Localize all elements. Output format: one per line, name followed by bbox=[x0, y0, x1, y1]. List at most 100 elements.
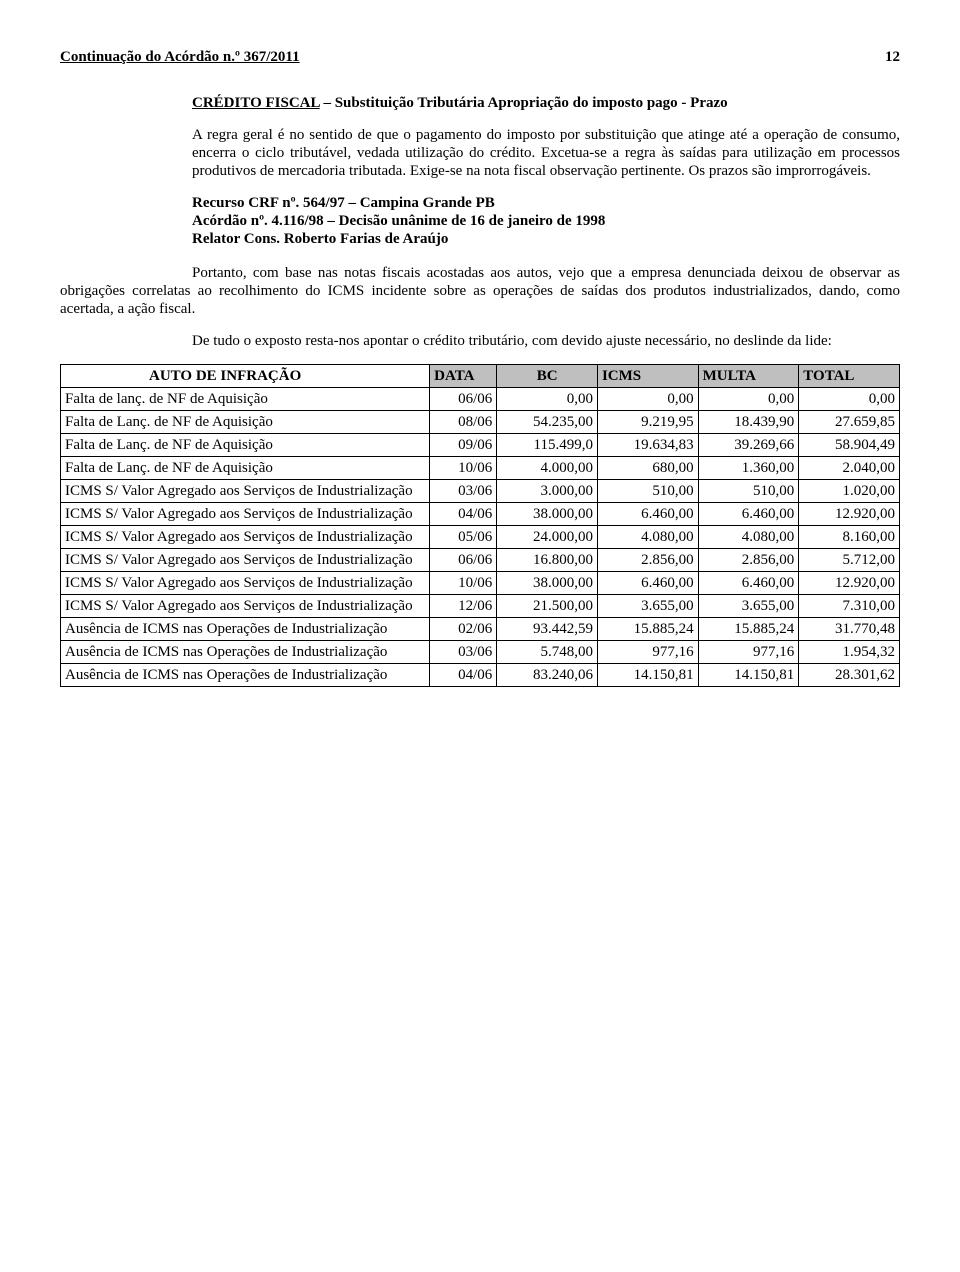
cell-bc: 54.235,00 bbox=[497, 411, 598, 434]
cell-multa: 977,16 bbox=[698, 641, 799, 664]
table-row: Ausência de ICMS nas Operações de Indust… bbox=[61, 618, 900, 641]
cell-icms: 0,00 bbox=[597, 388, 698, 411]
table-row: Falta de Lanç. de NF de Aquisição08/0654… bbox=[61, 411, 900, 434]
cell-total: 1.020,00 bbox=[799, 480, 900, 503]
cell-desc: ICMS S/ Valor Agregado aos Serviços de I… bbox=[61, 549, 430, 572]
cell-multa: 510,00 bbox=[698, 480, 799, 503]
cell-icms: 680,00 bbox=[597, 457, 698, 480]
table-row: Falta de lanç. de NF de Aquisição06/060,… bbox=[61, 388, 900, 411]
cell-multa: 6.460,00 bbox=[698, 503, 799, 526]
cell-bc: 115.499,0 bbox=[497, 434, 598, 457]
cell-multa: 15.885,24 bbox=[698, 618, 799, 641]
recurso-line-1: Recurso CRF nº. 564/97 – Campina Grande … bbox=[192, 194, 900, 212]
col-header-icms: ICMS bbox=[597, 365, 698, 388]
cell-bc: 4.000,00 bbox=[497, 457, 598, 480]
cell-icms: 510,00 bbox=[597, 480, 698, 503]
table-row: ICMS S/ Valor Agregado aos Serviços de I… bbox=[61, 595, 900, 618]
cell-desc: ICMS S/ Valor Agregado aos Serviços de I… bbox=[61, 526, 430, 549]
table-row: ICMS S/ Valor Agregado aos Serviços de I… bbox=[61, 526, 900, 549]
cell-bc: 3.000,00 bbox=[497, 480, 598, 503]
cell-total: 2.040,00 bbox=[799, 457, 900, 480]
cell-bc: 16.800,00 bbox=[497, 549, 598, 572]
cell-multa: 2.856,00 bbox=[698, 549, 799, 572]
cell-desc: Ausência de ICMS nas Operações de Indust… bbox=[61, 641, 430, 664]
cell-data: 02/06 bbox=[430, 618, 497, 641]
cell-desc: Falta de Lanç. de NF de Aquisição bbox=[61, 457, 430, 480]
table-row: Falta de Lanç. de NF de Aquisição09/0611… bbox=[61, 434, 900, 457]
cell-total: 31.770,48 bbox=[799, 618, 900, 641]
cell-bc: 5.748,00 bbox=[497, 641, 598, 664]
table-row: ICMS S/ Valor Agregado aos Serviços de I… bbox=[61, 503, 900, 526]
recurso-line-3: Relator Cons. Roberto Farias de Araújo bbox=[192, 230, 900, 248]
cell-multa: 4.080,00 bbox=[698, 526, 799, 549]
cell-icms: 4.080,00 bbox=[597, 526, 698, 549]
cell-icms: 14.150,81 bbox=[597, 664, 698, 687]
cell-bc: 93.442,59 bbox=[497, 618, 598, 641]
cell-desc: ICMS S/ Valor Agregado aos Serviços de I… bbox=[61, 595, 430, 618]
infraction-table: AUTO DE INFRAÇÃO DATA BC ICMS MULTA TOTA… bbox=[60, 364, 900, 687]
ementa-paragraph: A regra geral é no sentido de que o paga… bbox=[192, 126, 900, 180]
cell-multa: 14.150,81 bbox=[698, 664, 799, 687]
table-row: ICMS S/ Valor Agregado aos Serviços de I… bbox=[61, 549, 900, 572]
cell-desc: ICMS S/ Valor Agregado aos Serviços de I… bbox=[61, 480, 430, 503]
cell-total: 28.301,62 bbox=[799, 664, 900, 687]
cell-icms: 6.460,00 bbox=[597, 503, 698, 526]
cell-desc: Ausência de ICMS nas Operações de Indust… bbox=[61, 664, 430, 687]
cell-bc: 0,00 bbox=[497, 388, 598, 411]
cell-icms: 977,16 bbox=[597, 641, 698, 664]
page-number: 12 bbox=[885, 48, 900, 66]
cell-desc: Falta de Lanç. de NF de Aquisição bbox=[61, 434, 430, 457]
header-left: Continuação do Acórdão n.º 367/2011 bbox=[60, 48, 300, 66]
table-title: AUTO DE INFRAÇÃO bbox=[149, 368, 301, 384]
cell-bc: 38.000,00 bbox=[497, 503, 598, 526]
cell-data: 12/06 bbox=[430, 595, 497, 618]
cell-icms: 3.655,00 bbox=[597, 595, 698, 618]
ementa-title-underline: CRÉDITO FISCAL bbox=[192, 95, 320, 111]
body-paragraph-1: Portanto, com base nas notas fiscais aco… bbox=[60, 264, 900, 318]
cell-total: 27.659,85 bbox=[799, 411, 900, 434]
cell-total: 8.160,00 bbox=[799, 526, 900, 549]
page-header: Continuação do Acórdão n.º 367/2011 12 bbox=[60, 48, 900, 66]
table-body: Falta de lanç. de NF de Aquisição06/060,… bbox=[61, 388, 900, 687]
cell-total: 5.712,00 bbox=[799, 549, 900, 572]
cell-data: 06/06 bbox=[430, 388, 497, 411]
cell-data: 04/06 bbox=[430, 503, 497, 526]
col-header-multa: MULTA bbox=[698, 365, 799, 388]
cell-data: 09/06 bbox=[430, 434, 497, 457]
cell-icms: 2.856,00 bbox=[597, 549, 698, 572]
ementa-title: CRÉDITO FISCAL – Substituição Tributária… bbox=[192, 94, 900, 112]
cell-multa: 39.269,66 bbox=[698, 434, 799, 457]
cell-multa: 1.360,00 bbox=[698, 457, 799, 480]
cell-bc: 83.240,06 bbox=[497, 664, 598, 687]
cell-total: 7.310,00 bbox=[799, 595, 900, 618]
cell-data: 03/06 bbox=[430, 641, 497, 664]
cell-bc: 38.000,00 bbox=[497, 572, 598, 595]
cell-data: 10/06 bbox=[430, 572, 497, 595]
body-paragraph-2: De tudo o exposto resta-nos apontar o cr… bbox=[60, 332, 900, 350]
col-header-total: TOTAL bbox=[799, 365, 900, 388]
cell-icms: 6.460,00 bbox=[597, 572, 698, 595]
cell-data: 08/06 bbox=[430, 411, 497, 434]
cell-data: 03/06 bbox=[430, 480, 497, 503]
table-header-row: AUTO DE INFRAÇÃO DATA BC ICMS MULTA TOTA… bbox=[61, 365, 900, 388]
table-row: ICMS S/ Valor Agregado aos Serviços de I… bbox=[61, 572, 900, 595]
table-row: Ausência de ICMS nas Operações de Indust… bbox=[61, 664, 900, 687]
table-row: ICMS S/ Valor Agregado aos Serviços de I… bbox=[61, 480, 900, 503]
cell-total: 12.920,00 bbox=[799, 572, 900, 595]
cell-total: 12.920,00 bbox=[799, 503, 900, 526]
cell-data: 05/06 bbox=[430, 526, 497, 549]
cell-desc: Falta de Lanç. de NF de Aquisição bbox=[61, 411, 430, 434]
table-row: Falta de Lanç. de NF de Aquisição10/064.… bbox=[61, 457, 900, 480]
cell-multa: 6.460,00 bbox=[698, 572, 799, 595]
cell-data: 04/06 bbox=[430, 664, 497, 687]
cell-icms: 15.885,24 bbox=[597, 618, 698, 641]
cell-bc: 21.500,00 bbox=[497, 595, 598, 618]
cell-multa: 18.439,90 bbox=[698, 411, 799, 434]
cell-bc: 24.000,00 bbox=[497, 526, 598, 549]
cell-total: 0,00 bbox=[799, 388, 900, 411]
cell-total: 1.954,32 bbox=[799, 641, 900, 664]
ementa-block: CRÉDITO FISCAL – Substituição Tributária… bbox=[192, 94, 900, 248]
col-header-bc: BC bbox=[497, 365, 598, 388]
cell-desc: ICMS S/ Valor Agregado aos Serviços de I… bbox=[61, 503, 430, 526]
cell-multa: 0,00 bbox=[698, 388, 799, 411]
